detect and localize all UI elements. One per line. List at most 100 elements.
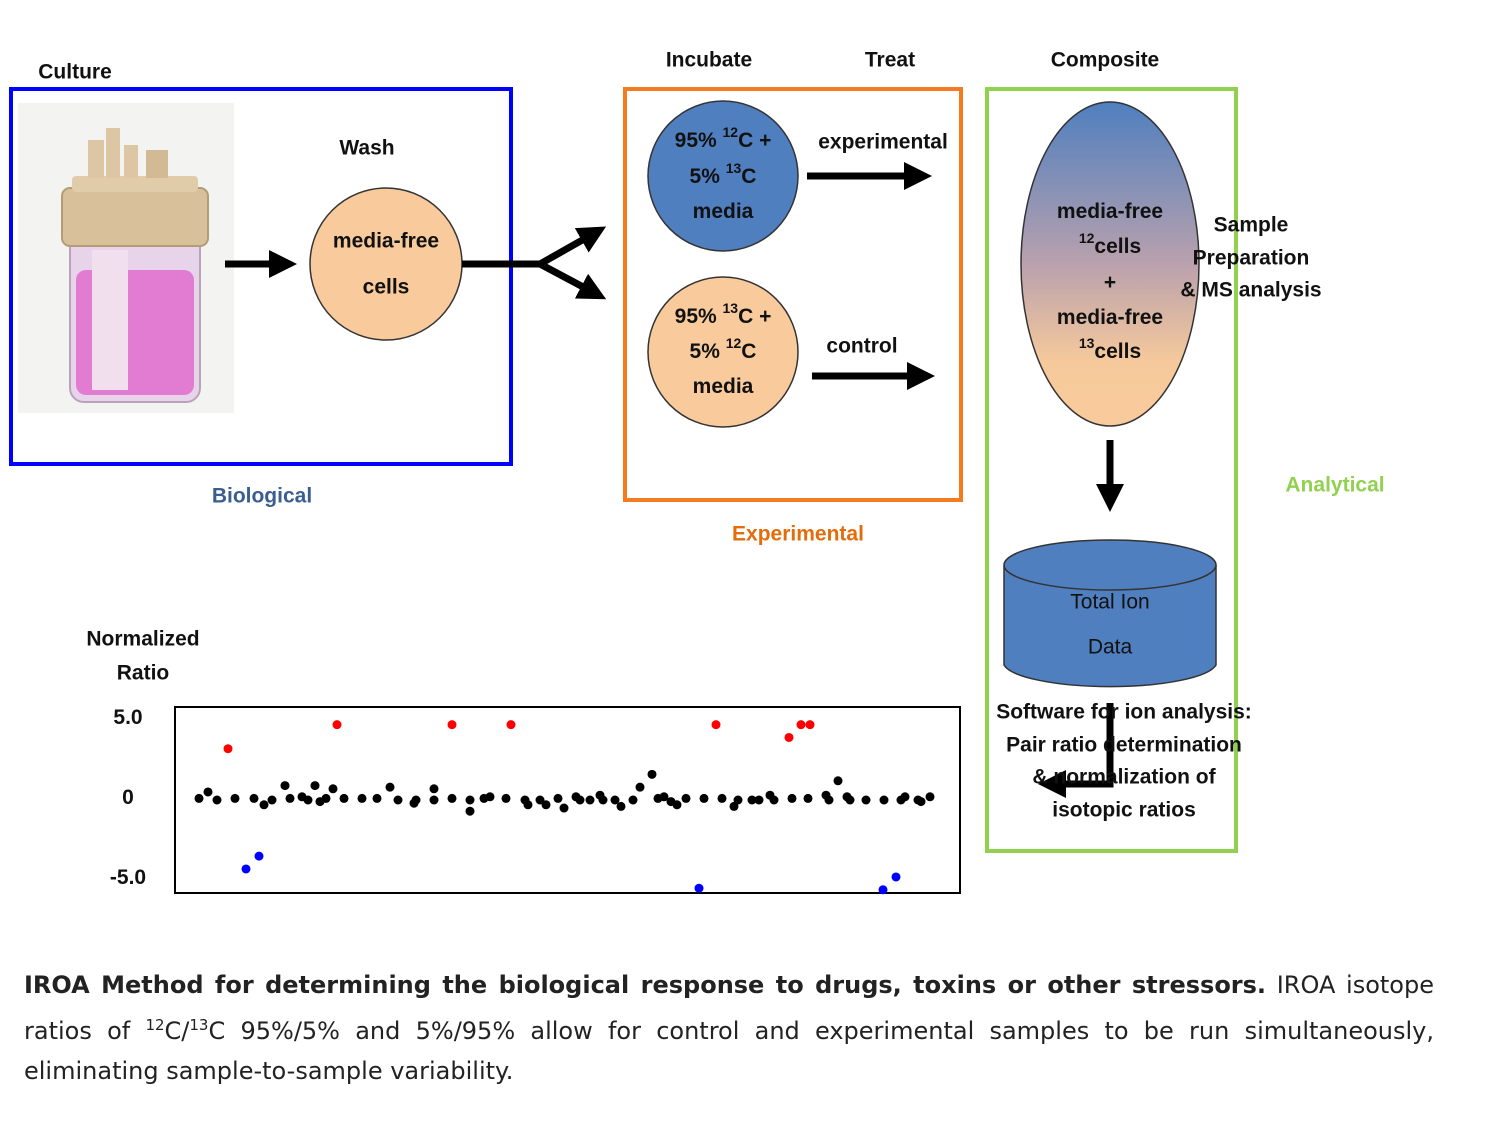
data-point [447, 720, 457, 730]
node-text: Data [1088, 636, 1133, 659]
data-point [628, 795, 638, 805]
data-point [357, 793, 367, 803]
label: Composite [1051, 49, 1160, 72]
data-point [465, 806, 475, 816]
label: Wash [339, 137, 394, 160]
experimental-box [623, 87, 963, 502]
data-point [241, 864, 251, 874]
data-point [212, 795, 222, 805]
data-point [285, 793, 295, 803]
data-point [805, 720, 815, 730]
data-point [845, 795, 855, 805]
bioreactor-image [18, 103, 234, 413]
diagram: Culture Wash Incubate Treat Composite ex… [9, 49, 1385, 895]
data-point [925, 792, 935, 802]
label: isotopic ratios [1052, 799, 1196, 822]
node-text: media [693, 375, 754, 398]
axis-title: Ratio [117, 662, 170, 685]
text-part: C + [738, 305, 771, 328]
data-point [796, 720, 806, 730]
data-point [616, 801, 626, 811]
data-point [672, 800, 682, 810]
superscript: 12 [1079, 230, 1095, 246]
data-point [729, 801, 739, 811]
data-point [659, 792, 669, 802]
node-text: 95% 13C + [675, 300, 772, 328]
superscript: 13 [726, 160, 742, 176]
data-point [523, 800, 533, 810]
data-point [223, 744, 233, 754]
data-point [733, 795, 743, 805]
data-point [784, 732, 794, 742]
data-point [280, 781, 290, 791]
data-point [339, 793, 349, 803]
data-point [485, 792, 495, 802]
node-text: Total Ion [1070, 591, 1149, 614]
section-title: Experimental [732, 523, 864, 546]
data-point [787, 793, 797, 803]
data-point [833, 776, 843, 786]
data-point [610, 795, 620, 805]
media-node [647, 100, 799, 252]
text-part: C 95%/5% and 5%/95% allow for control an… [24, 1017, 1434, 1085]
data-point [747, 795, 757, 805]
data-point [303, 795, 313, 805]
text-part: 95% [675, 305, 723, 328]
section-title: Biological [212, 485, 312, 508]
node-text: media-free [1057, 200, 1163, 223]
node-text: media-free [1057, 306, 1163, 329]
text-part: media-free [1057, 306, 1163, 329]
text-part: C [741, 165, 756, 188]
caption-bold: IROA Method for determining the biologic… [24, 971, 1267, 999]
superscript: 12 [726, 335, 742, 351]
node-text: 5% 12C [690, 335, 757, 363]
section-title: Analytical [1285, 474, 1384, 497]
data-point [328, 784, 338, 794]
data-point [535, 795, 545, 805]
superscript: 13 [1079, 335, 1095, 351]
label: control [826, 335, 897, 358]
node-text: 95% 12C + [675, 124, 772, 152]
text-part: C/ [164, 1017, 190, 1045]
data-point [559, 803, 569, 813]
superscript: 12 [723, 124, 739, 140]
data-point [553, 793, 563, 803]
cells-node [309, 187, 463, 341]
label: Pair ratio determination [1006, 734, 1242, 757]
data-point [635, 782, 645, 792]
node-text: 13cells [1079, 335, 1141, 363]
text-part: IROA isotope ratios of [24, 971, 1434, 1045]
data-point [249, 793, 259, 803]
superscript: 13 [189, 1016, 209, 1034]
data-point [694, 883, 704, 893]
data-point [681, 793, 691, 803]
label: & normalization of [1032, 766, 1216, 789]
label: Preparation [1193, 247, 1310, 270]
data-point [447, 793, 457, 803]
node-text: media [693, 200, 754, 223]
superscript: 13 [723, 300, 739, 316]
data-point [267, 795, 277, 805]
data-point [717, 793, 727, 803]
caption: IROA Method for determining the biologic… [24, 965, 1434, 1091]
text-part: cells [1094, 235, 1141, 258]
data-point [332, 720, 342, 730]
node-text: 12cells [1079, 230, 1141, 258]
data-point [411, 795, 421, 805]
data-point [891, 872, 901, 882]
y-tick-label: 0 [122, 786, 134, 809]
text-part: media-free [1057, 200, 1163, 223]
text-part: C + [738, 129, 771, 152]
y-tick-label: 5.0 [113, 706, 142, 729]
data-point [585, 795, 595, 805]
database [1003, 539, 1217, 688]
data-point [900, 792, 910, 802]
data-point [259, 800, 269, 810]
data-point [194, 793, 204, 803]
data-point [769, 795, 779, 805]
data-point [598, 795, 608, 805]
biological-box [9, 87, 513, 466]
text-part: C [741, 340, 756, 363]
